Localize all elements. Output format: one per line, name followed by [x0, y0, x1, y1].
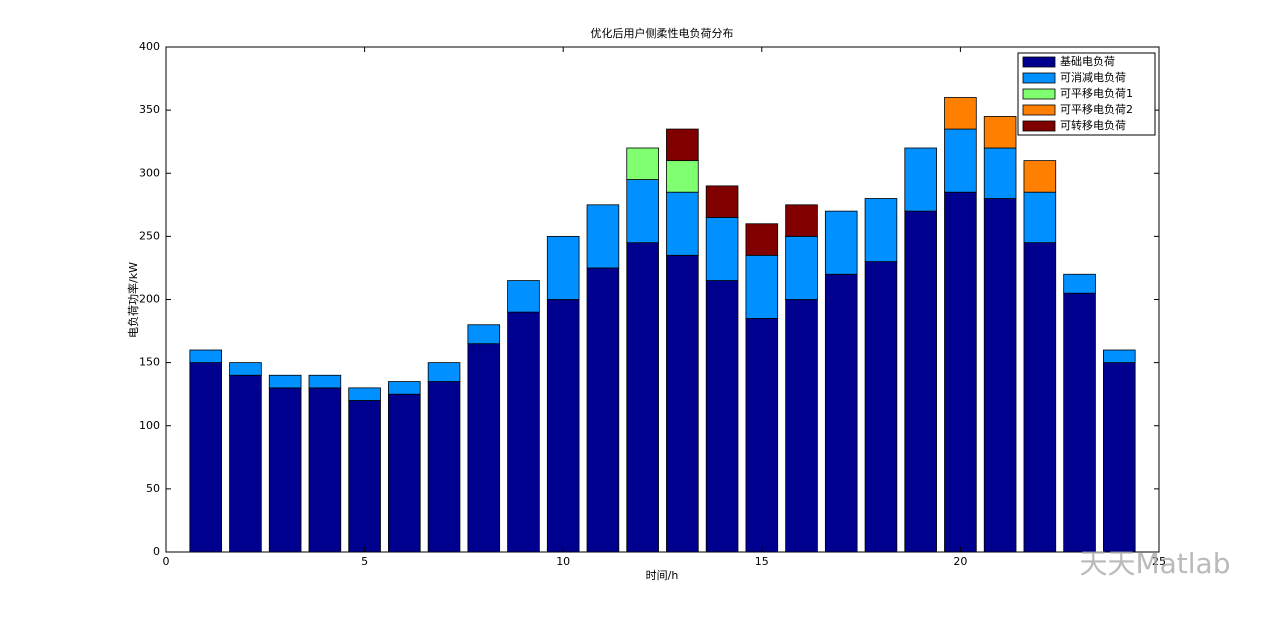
- legend-label: 可平移电负荷2: [1060, 102, 1133, 116]
- bar-segment: [467, 324, 501, 345]
- bar-segment: [507, 311, 540, 553]
- bar-segment: [189, 349, 223, 364]
- bar-segment: [308, 387, 342, 553]
- bar-segment: [467, 343, 501, 553]
- bar-segment: [1023, 191, 1057, 244]
- bar-segment: [427, 362, 461, 382]
- x-tick-label: 25: [1152, 555, 1166, 568]
- legend-label: 可消减电负荷: [1060, 70, 1126, 84]
- bar-segment: [1023, 160, 1057, 193]
- x-tick-label: 10: [556, 555, 570, 568]
- bar-segment: [666, 254, 699, 553]
- y-tick-label: 200: [139, 293, 160, 306]
- bar-segment: [586, 267, 620, 553]
- bar-segment: [864, 198, 898, 263]
- bar-segment: [268, 374, 302, 389]
- bar-segment: [388, 393, 421, 553]
- bar-segment: [785, 235, 818, 300]
- bar-segment: [1023, 242, 1057, 553]
- bar-segment: [705, 280, 739, 553]
- y-tick-label: 250: [139, 229, 160, 242]
- legend-label: 可转移电负荷: [1060, 118, 1126, 132]
- bar-segment: [388, 381, 421, 395]
- bar-segment: [348, 387, 381, 401]
- legend-swatch: [1022, 120, 1056, 132]
- legend-swatch: [1022, 72, 1056, 84]
- legend-label: 可平移电负荷1: [1060, 86, 1133, 100]
- bar-segment: [666, 191, 699, 256]
- bar-segment: [745, 254, 779, 319]
- bar-segment: [983, 116, 1017, 149]
- x-tick-label: 5: [361, 555, 368, 568]
- bar-segment: [626, 242, 659, 553]
- bar-segment: [427, 381, 461, 553]
- bars: [189, 97, 1136, 553]
- bar-segment: [745, 318, 779, 553]
- bar-segment: [1102, 349, 1136, 364]
- bar-segment: [944, 97, 977, 130]
- bar-segment: [983, 198, 1017, 553]
- bar-segment: [983, 147, 1017, 199]
- bar-segment: [666, 128, 699, 162]
- bar-segment: [586, 204, 620, 269]
- bar-segment: [308, 374, 342, 389]
- watermark: 天天Matlab: [1079, 547, 1230, 580]
- x-tick-label: 0: [163, 555, 170, 568]
- legend-swatch: [1022, 56, 1056, 68]
- chart-title: 优化后用户侧柔性电负荷分布: [591, 26, 734, 40]
- bar-segment: [785, 299, 818, 553]
- bar-segment: [904, 210, 937, 553]
- bar-segment: [1102, 362, 1136, 553]
- x-tick-label: 20: [953, 555, 967, 568]
- bar-segment: [666, 160, 699, 193]
- bar-segment: [745, 223, 779, 256]
- y-tick-label: 150: [139, 356, 160, 369]
- y-tick-label: 50: [146, 482, 160, 495]
- legend-swatch: [1022, 88, 1056, 100]
- bar-segment: [1063, 292, 1096, 553]
- y-tick-label: 300: [139, 166, 160, 179]
- legend-swatch: [1022, 104, 1056, 116]
- bar-segment: [1063, 273, 1096, 294]
- bar-segment: [864, 261, 898, 553]
- y-tick-label: 400: [139, 40, 160, 53]
- bar-segment: [705, 217, 739, 281]
- bar-segment: [229, 374, 262, 553]
- bar-segment: [944, 128, 977, 193]
- legend-label: 基础电负荷: [1060, 54, 1115, 68]
- bar-segment: [824, 273, 858, 553]
- bar-segment: [824, 210, 858, 275]
- axes: 0 50 100 150 200 250 300 350 400 0 5 10 15 20 25: [139, 40, 1166, 568]
- y-tick-label: 350: [139, 103, 160, 116]
- bar-segment: [944, 191, 977, 553]
- x-tick-label: 15: [755, 555, 769, 568]
- bar-segment: [626, 179, 659, 244]
- bar-segment: [546, 235, 580, 300]
- bar-segment: [348, 400, 381, 553]
- bar-segment: [904, 147, 937, 212]
- y-tick-label: 100: [139, 419, 160, 432]
- bar-segment: [705, 185, 739, 218]
- bar-segment: [546, 299, 580, 553]
- y-tick-label: 0: [153, 545, 160, 558]
- x-axis-label: 时间/h: [646, 569, 679, 582]
- bar-segment: [268, 387, 302, 553]
- bar-segment: [189, 362, 223, 553]
- bar-segment: [626, 147, 659, 180]
- bar-segment: [507, 280, 540, 313]
- y-axis-label: 电负荷功率/kW: [126, 262, 140, 338]
- bar-segment: [229, 362, 262, 376]
- bar-segment: [785, 204, 818, 237]
